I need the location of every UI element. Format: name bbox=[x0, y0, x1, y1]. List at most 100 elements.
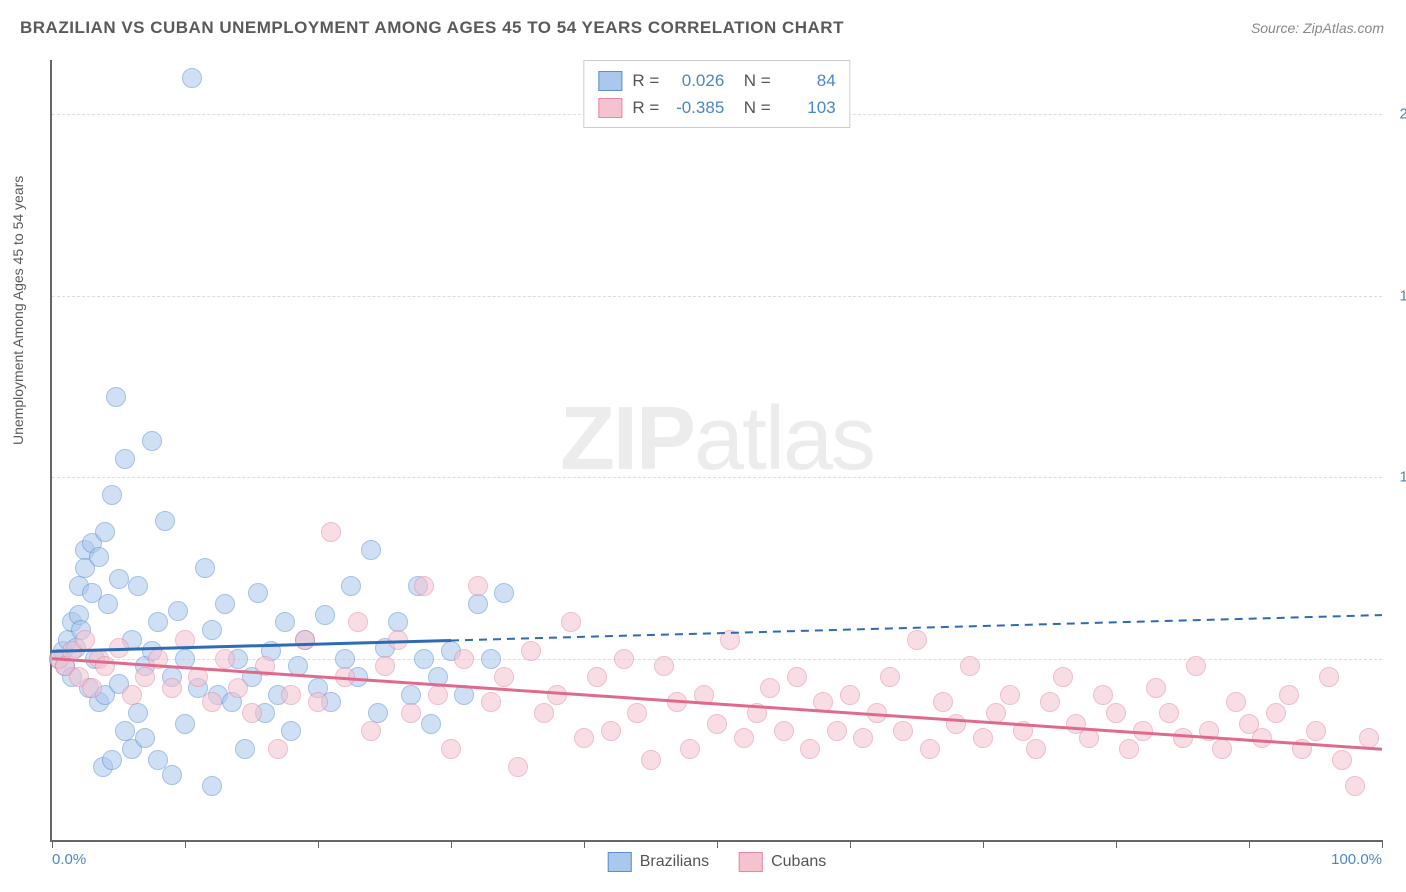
legend: Brazilians Cubans bbox=[608, 852, 827, 872]
scatter-point-cubans bbox=[75, 630, 95, 650]
scatter-point-cubans bbox=[468, 576, 488, 596]
scatter-point-cubans bbox=[720, 630, 740, 650]
stats-box: R = 0.026 N = 84 R = -0.385 N = 103 bbox=[583, 60, 850, 128]
x-tick bbox=[318, 840, 319, 848]
scatter-point-cubans bbox=[508, 757, 528, 777]
scatter-point-cubans bbox=[1212, 739, 1232, 759]
scatter-point-cubans bbox=[800, 739, 820, 759]
scatter-point-cubans bbox=[960, 656, 980, 676]
scatter-point-cubans bbox=[840, 685, 860, 705]
scatter-point-brazilians bbox=[115, 721, 135, 741]
y-axis-label: Unemployment Among Ages 45 to 54 years bbox=[10, 176, 26, 445]
scatter-point-brazilians bbox=[115, 449, 135, 469]
x-tick bbox=[52, 840, 53, 848]
scatter-point-cubans bbox=[481, 692, 501, 712]
r-label: R = bbox=[632, 94, 659, 121]
chart-container: BRAZILIAN VS CUBAN UNEMPLOYMENT AMONG AG… bbox=[0, 0, 1406, 892]
scatter-point-brazilians bbox=[98, 594, 118, 614]
scatter-point-cubans bbox=[654, 656, 674, 676]
scatter-point-cubans bbox=[1106, 703, 1126, 723]
scatter-point-cubans bbox=[268, 739, 288, 759]
scatter-point-cubans bbox=[1252, 728, 1272, 748]
source-attribution: Source: ZipAtlas.com bbox=[1251, 20, 1384, 36]
scatter-point-cubans bbox=[255, 656, 275, 676]
x-tick bbox=[584, 840, 585, 848]
scatter-point-cubans bbox=[109, 638, 129, 658]
scatter-point-cubans bbox=[694, 685, 714, 705]
scatter-point-cubans bbox=[1319, 667, 1339, 687]
scatter-point-cubans bbox=[1306, 721, 1326, 741]
scatter-point-cubans bbox=[122, 685, 142, 705]
x-tick bbox=[1116, 840, 1117, 848]
chart-title: BRAZILIAN VS CUBAN UNEMPLOYMENT AMONG AG… bbox=[20, 18, 844, 38]
scatter-point-brazilians bbox=[235, 739, 255, 759]
scatter-point-brazilians bbox=[155, 511, 175, 531]
scatter-point-cubans bbox=[162, 678, 182, 698]
scatter-point-cubans bbox=[494, 667, 514, 687]
scatter-point-brazilians bbox=[175, 649, 195, 669]
scatter-point-cubans bbox=[1079, 728, 1099, 748]
watermark: ZIPatlas bbox=[560, 388, 874, 491]
scatter-point-cubans bbox=[175, 630, 195, 650]
x-tick-label: 100.0% bbox=[1331, 851, 1382, 868]
gridline-h bbox=[52, 659, 1382, 660]
scatter-point-cubans bbox=[1000, 685, 1020, 705]
scatter-point-cubans bbox=[747, 703, 767, 723]
n-label: N = bbox=[734, 67, 770, 94]
scatter-point-brazilians bbox=[215, 594, 235, 614]
scatter-point-brazilians bbox=[95, 522, 115, 542]
scatter-point-cubans bbox=[361, 721, 381, 741]
scatter-point-cubans bbox=[946, 714, 966, 734]
gridline-h bbox=[52, 477, 1382, 478]
scatter-point-brazilians bbox=[148, 612, 168, 632]
scatter-point-brazilians bbox=[202, 620, 222, 640]
scatter-point-brazilians bbox=[102, 750, 122, 770]
scatter-point-brazilians bbox=[275, 612, 295, 632]
scatter-point-cubans bbox=[760, 678, 780, 698]
scatter-point-cubans bbox=[521, 641, 541, 661]
scatter-point-brazilians bbox=[428, 667, 448, 687]
plot-area: ZIPatlas R = 0.026 N = 84 R = -0.385 N =… bbox=[50, 60, 1382, 842]
y-tick-label: 5.0% bbox=[1387, 650, 1406, 667]
y-tick-label: 20.0% bbox=[1387, 106, 1406, 123]
scatter-point-cubans bbox=[414, 576, 434, 596]
scatter-point-cubans bbox=[281, 685, 301, 705]
scatter-point-cubans bbox=[547, 685, 567, 705]
scatter-point-cubans bbox=[348, 612, 368, 632]
scatter-point-brazilians bbox=[142, 431, 162, 451]
scatter-point-brazilians bbox=[454, 685, 474, 705]
scatter-point-cubans bbox=[135, 667, 155, 687]
scatter-point-cubans bbox=[1199, 721, 1219, 741]
scatter-point-cubans bbox=[1186, 656, 1206, 676]
scatter-point-cubans bbox=[228, 678, 248, 698]
scatter-point-brazilians bbox=[109, 569, 129, 589]
scatter-point-cubans bbox=[787, 667, 807, 687]
scatter-point-cubans bbox=[813, 692, 833, 712]
scatter-point-cubans bbox=[893, 721, 913, 741]
r-label: R = bbox=[632, 67, 659, 94]
legend-label-brazilians: Brazilians bbox=[640, 853, 709, 871]
gridline-h bbox=[52, 296, 1382, 297]
scatter-point-brazilians bbox=[288, 656, 308, 676]
scatter-point-brazilians bbox=[335, 649, 355, 669]
scatter-point-cubans bbox=[880, 667, 900, 687]
legend-item-brazilians: Brazilians bbox=[608, 852, 709, 872]
scatter-point-brazilians bbox=[89, 547, 109, 567]
scatter-point-cubans bbox=[614, 649, 634, 669]
scatter-point-cubans bbox=[321, 522, 341, 542]
legend-label-cubans: Cubans bbox=[771, 853, 826, 871]
x-tick bbox=[717, 840, 718, 848]
scatter-point-brazilians bbox=[388, 612, 408, 632]
scatter-point-cubans bbox=[1133, 721, 1153, 741]
n-value-brazilians: 84 bbox=[781, 67, 836, 94]
scatter-point-cubans bbox=[707, 714, 727, 734]
scatter-point-cubans bbox=[1345, 776, 1365, 796]
scatter-point-brazilians bbox=[168, 601, 188, 621]
scatter-point-brazilians bbox=[494, 583, 514, 603]
swatch-cubans bbox=[598, 98, 622, 118]
stats-row-cubans: R = -0.385 N = 103 bbox=[598, 94, 835, 121]
scatter-point-brazilians bbox=[102, 485, 122, 505]
scatter-point-brazilians bbox=[248, 583, 268, 603]
scatter-point-cubans bbox=[1226, 692, 1246, 712]
scatter-point-cubans bbox=[986, 703, 1006, 723]
